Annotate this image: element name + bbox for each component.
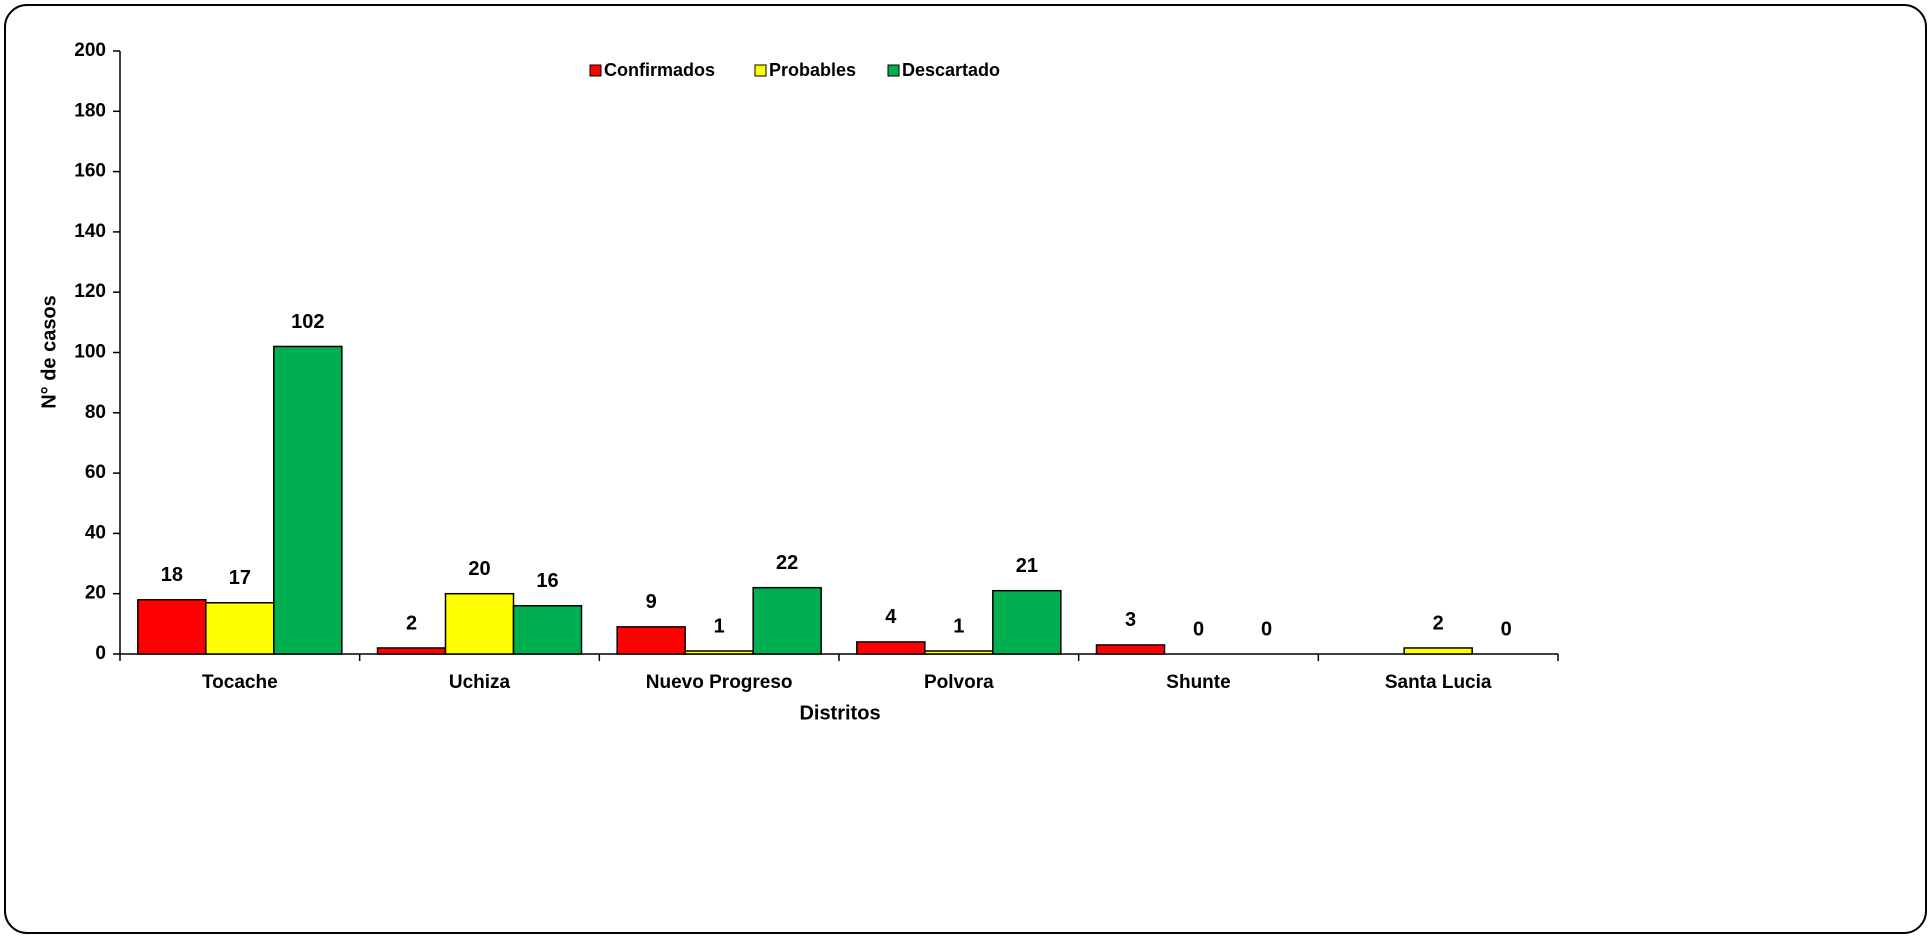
bar: [205, 601, 275, 655]
bar: [1403, 647, 1473, 655]
x-tick-label: Polvora: [924, 672, 994, 693]
y-tick-label: 60: [85, 462, 106, 483]
y-tick-label: 200: [74, 40, 106, 61]
x-tick-label: Uchiza: [449, 672, 511, 693]
legend-swatch: [589, 64, 602, 77]
y-tick-label: 100: [74, 342, 106, 363]
data-label: 21: [1016, 555, 1038, 577]
bar: [992, 589, 1062, 655]
data-label: 2: [1433, 612, 1444, 634]
data-label: 4: [885, 606, 897, 628]
data-label: 102: [291, 311, 324, 333]
y-tick-label: 40: [85, 522, 106, 543]
bar: [512, 605, 583, 655]
data-label: 1: [953, 615, 964, 637]
bar: [924, 650, 994, 655]
bar: [856, 641, 926, 655]
data-label: 3: [1125, 609, 1136, 631]
data-label: 17: [229, 567, 251, 589]
legend-swatch: [754, 64, 767, 77]
y-tick-label: 80: [85, 402, 106, 423]
data-label: 16: [536, 570, 558, 592]
x-tick-label: Santa Lucia: [1385, 672, 1492, 693]
data-label: 18: [161, 564, 183, 586]
y-tick-label: 140: [74, 221, 106, 242]
y-tick-label: 180: [74, 100, 106, 121]
bar: [1095, 644, 1166, 655]
x-tick-label: Shunte: [1166, 672, 1230, 693]
bar: [137, 598, 207, 655]
bar: [273, 345, 343, 655]
data-label: 0: [1501, 618, 1512, 640]
y-tick-label: 160: [74, 161, 106, 182]
legend-label: Descartado: [902, 60, 1000, 80]
legend-label: Confirmados: [604, 60, 715, 80]
data-label: 0: [1261, 618, 1272, 640]
bar: [444, 592, 515, 655]
data-label: 20: [468, 558, 490, 580]
data-label: 2: [406, 612, 417, 634]
x-tick-label: Nuevo Progreso: [646, 672, 793, 693]
legend-swatch: [887, 64, 900, 77]
legend-label: Probables: [769, 60, 856, 80]
data-label: 0: [1193, 618, 1204, 640]
y-axis-title: N° de casos: [38, 295, 60, 409]
data-label: 1: [714, 615, 725, 637]
bar: [752, 586, 822, 655]
data-label: 22: [776, 552, 798, 574]
x-tick-label: Tocache: [202, 672, 278, 693]
y-tick-label: 20: [85, 583, 106, 604]
bar: [616, 626, 686, 655]
bar: [684, 650, 754, 655]
bar: [376, 647, 447, 655]
y-tick-label: 120: [74, 281, 106, 302]
y-tick-label: 0: [95, 643, 106, 664]
data-label: 9: [646, 591, 657, 613]
chart-frame: [4, 4, 1927, 934]
x-axis-title: Distritos: [799, 702, 880, 724]
